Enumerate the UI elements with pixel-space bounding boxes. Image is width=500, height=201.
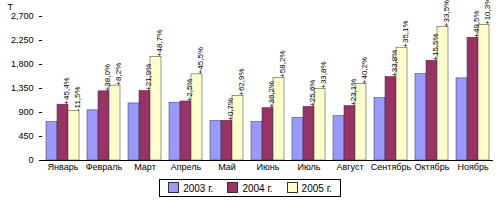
- html-text:2005 г.: 2005 г.: [301, 183, 332, 194]
- svg-text:Ноябрь: Ноябрь: [457, 162, 489, 172]
- svg-text:+49,5%: +49,5%: [472, 10, 481, 37]
- svg-text:+2,5%: +2,5%: [185, 79, 194, 102]
- html-text:2003 г.: 2003 г.: [183, 183, 214, 194]
- svg-text:+36,2%: +36,2%: [267, 81, 276, 108]
- svg-text:+48,7%: +48,7%: [155, 30, 164, 57]
- svg-text:+10,3%: +10,3%: [483, 0, 492, 25]
- svg-text:Апрель: Апрель: [171, 162, 202, 172]
- svg-text:+62,9%: +62,9%: [237, 68, 246, 95]
- svg-text:2,700: 2,700: [11, 11, 34, 21]
- svg-text:+35,1%: +35,1%: [401, 20, 410, 47]
- svg-text:450: 450: [18, 131, 33, 141]
- svg-text:Май: Май: [218, 162, 236, 172]
- svg-text:+33,5%: +33,5%: [442, 0, 451, 27]
- svg-text:+33,8%: +33,8%: [390, 50, 399, 77]
- svg-text:+45,4%: +45,4%: [62, 77, 71, 104]
- svg-text:1,350: 1,350: [11, 83, 34, 93]
- svg-text:Июнь: Июнь: [257, 162, 280, 172]
- svg-text:Август: Август: [336, 162, 363, 172]
- svg-text:Т: Т: [8, 2, 14, 12]
- svg-text:1,800: 1,800: [11, 59, 34, 69]
- svg-text:Январь: Январь: [48, 162, 79, 172]
- svg-text:Март: Март: [134, 162, 156, 172]
- svg-text:-11,5%: -11,5%: [73, 86, 82, 111]
- svg-text:+25,6%: +25,6%: [308, 80, 317, 107]
- svg-text:+15,5%: +15,5%: [431, 33, 440, 60]
- svg-text:+38,0%: +38,0%: [103, 64, 112, 91]
- svg-text:2,250: 2,250: [11, 35, 34, 45]
- svg-text:900: 900: [18, 107, 33, 117]
- svg-text:Сентябрь: Сентябрь: [371, 162, 412, 172]
- svg-text:0: 0: [28, 155, 33, 165]
- svg-text:+40,2%: +40,2%: [360, 57, 369, 84]
- svg-text:+33,8%: +33,8%: [319, 61, 328, 88]
- svg-text:Июль: Июль: [298, 162, 321, 172]
- svg-text:Октябрь: Октябрь: [415, 162, 450, 172]
- svg-text:Февраль: Февраль: [86, 162, 123, 172]
- html-text:2004 г.: 2004 г.: [242, 183, 273, 194]
- svg-text:+21,9%: +21,9%: [144, 64, 153, 91]
- svg-text:+8,2%: +8,2%: [114, 63, 123, 86]
- svg-text:+58,2%: +58,2%: [278, 50, 287, 77]
- svg-text:+45,5%: +45,5%: [196, 47, 205, 74]
- svg-text:+0,7%: +0,7%: [226, 98, 235, 121]
- svg-text:+23,1%: +23,1%: [349, 79, 358, 106]
